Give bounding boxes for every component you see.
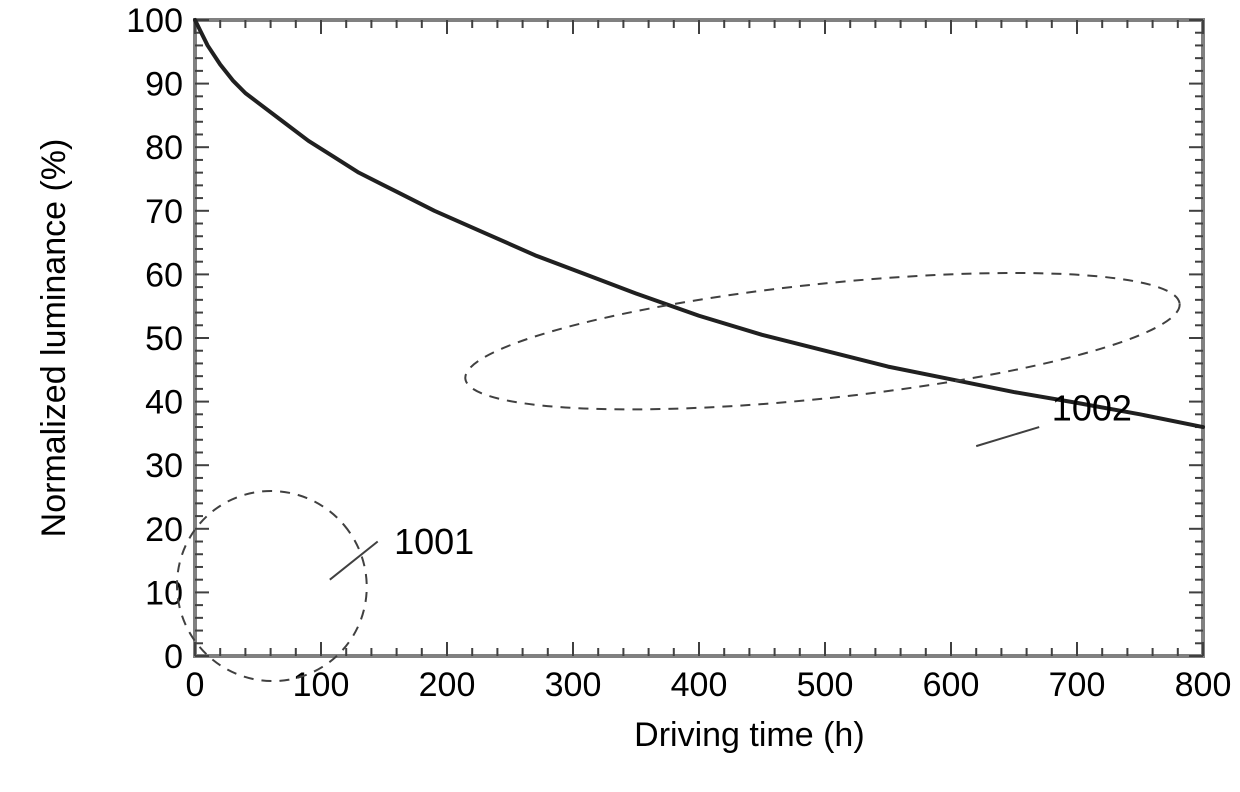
y-tick-label: 70 <box>145 193 183 231</box>
y-axis-label: Normalized luminance (%) <box>35 139 73 538</box>
chart-container: 0100200300400500600700800 01020304050607… <box>0 0 1240 792</box>
x-tick-label: 0 <box>186 666 205 704</box>
x-tick-label: 100 <box>293 666 350 704</box>
y-tick-label: 60 <box>145 256 183 294</box>
y-tick-label: 40 <box>145 384 183 422</box>
annotation-leader-1001 <box>330 542 378 580</box>
y-tick-label: 0 <box>164 638 183 676</box>
y-tick-label: 100 <box>126 2 183 40</box>
y-tick-label: 30 <box>145 447 183 485</box>
luminance-decay-chart: 0100200300400500600700800 01020304050607… <box>0 0 1240 792</box>
x-tick-label: 700 <box>1049 666 1106 704</box>
x-tick-label: 400 <box>671 666 728 704</box>
annotation-leader-1002 <box>976 427 1039 446</box>
annotation-label-1001: 1001 <box>394 521 474 562</box>
y-tick-label: 50 <box>145 320 183 358</box>
x-tick-label: 800 <box>1175 666 1232 704</box>
series-luminance <box>195 20 1203 427</box>
x-tick-label: 500 <box>797 666 854 704</box>
annotation-label-1002: 1002 <box>1052 388 1132 429</box>
x-axis-label: Driving time (h) <box>634 716 864 754</box>
y-tick-label: 90 <box>145 66 183 104</box>
y-tick-label: 20 <box>145 511 183 549</box>
x-tick-label: 200 <box>419 666 476 704</box>
y-tick-label: 80 <box>145 129 183 167</box>
x-tick-label: 300 <box>545 666 602 704</box>
x-tick-label: 600 <box>923 666 980 704</box>
